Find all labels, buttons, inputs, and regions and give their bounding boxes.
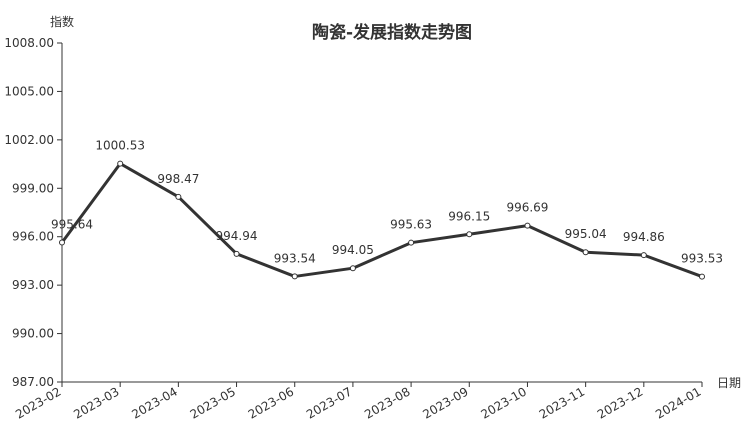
data-label: 995.64	[51, 218, 93, 232]
x-tick-label: 2023-12	[595, 384, 645, 421]
data-point	[466, 231, 473, 238]
y-tick-label: 1005.00	[4, 84, 54, 98]
y-tick-label: 1008.00	[4, 36, 54, 50]
x-tick-label: 2024-01	[653, 384, 703, 421]
y-axis-label: 指数	[50, 14, 74, 29]
x-tick-label: 2023-03	[71, 384, 121, 421]
x-tick-label: 2023-08	[362, 384, 412, 421]
y-axis-ticks: 987.00 990.00 993.00 996.00 999.00 1002.00 100…	[4, 36, 62, 389]
y-tick-label: 1002.00	[4, 133, 54, 147]
series-line	[60, 162, 703, 278]
data-point	[699, 273, 705, 280]
data-label: 993.53	[681, 252, 723, 266]
data-point	[408, 239, 415, 246]
y-tick-label: 987.00	[12, 375, 54, 389]
data-point	[349, 265, 356, 272]
y-tick-label: 993.00	[12, 278, 54, 292]
data-point	[59, 239, 65, 246]
x-tick-label: 2023-09	[420, 384, 470, 421]
data-point	[233, 250, 240, 257]
data-label: 1000.53	[95, 139, 145, 153]
y-tick-label: 999.00	[12, 181, 54, 195]
x-tick-label: 2023-04	[129, 384, 179, 421]
x-tick-label: 2023-02	[13, 384, 63, 421]
series-group	[59, 160, 705, 280]
y-tick-label: 996.00	[12, 230, 54, 244]
data-point	[640, 252, 647, 259]
x-tick-label: 2023-11	[537, 384, 587, 421]
axes	[61, 43, 702, 383]
data-label: 996.15	[448, 209, 490, 223]
x-axis-ticks: 2023-02 2023-03 2023-04 2023-05 2023-06 2023-…	[13, 382, 704, 422]
data-label: 994.05	[332, 243, 374, 257]
data-point	[524, 222, 531, 229]
data-label: 993.54	[274, 251, 316, 265]
x-tick-label: 2023-06	[246, 384, 296, 421]
data-label: 995.63	[390, 218, 432, 232]
data-point	[291, 273, 298, 280]
chart-title: 陶瓷-发展指数走势图	[312, 22, 472, 43]
data-labels: 995.64 1000.53 998.47 994.94 993.54 994.05 995…	[51, 139, 723, 266]
data-point	[582, 249, 589, 256]
y-tick-label: 990.00	[12, 327, 54, 341]
data-point	[175, 193, 182, 200]
data-label: 996.69	[506, 201, 548, 215]
data-label: 994.86	[623, 230, 665, 244]
data-label: 994.94	[216, 229, 258, 243]
x-tick-label: 2023-07	[304, 384, 354, 421]
data-label: 998.47	[157, 172, 199, 186]
data-label: 995.04	[565, 227, 607, 241]
x-tick-label: 2023-05	[188, 384, 238, 421]
x-tick-label: 2023-10	[479, 384, 529, 421]
x-axis-label: 日期	[717, 376, 741, 390]
data-point	[117, 160, 124, 167]
